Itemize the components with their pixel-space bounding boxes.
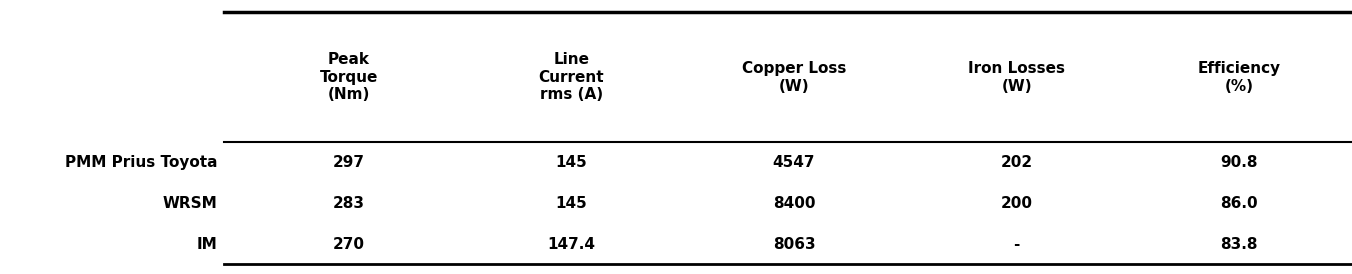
Text: 83.8: 83.8 bbox=[1221, 237, 1259, 252]
Text: 147.4: 147.4 bbox=[548, 237, 595, 252]
Text: 86.0: 86.0 bbox=[1221, 196, 1259, 211]
Text: WRSM: WRSM bbox=[162, 196, 218, 211]
Text: 283: 283 bbox=[333, 196, 365, 211]
Text: 8063: 8063 bbox=[773, 237, 815, 252]
Text: Peak
Torque
(Nm): Peak Torque (Nm) bbox=[319, 52, 379, 102]
Text: 145: 145 bbox=[556, 155, 587, 170]
Text: Copper Loss
(W): Copper Loss (W) bbox=[742, 61, 846, 93]
Text: Line
Current
rms (A): Line Current rms (A) bbox=[538, 52, 604, 102]
Text: 297: 297 bbox=[333, 155, 365, 170]
Text: -: - bbox=[1014, 237, 1019, 252]
Text: PMM Prius Toyota: PMM Prius Toyota bbox=[65, 155, 218, 170]
Text: 4547: 4547 bbox=[773, 155, 815, 170]
Text: 145: 145 bbox=[556, 196, 587, 211]
Text: 270: 270 bbox=[333, 237, 365, 252]
Text: Iron Losses
(W): Iron Losses (W) bbox=[968, 61, 1065, 93]
Text: 90.8: 90.8 bbox=[1221, 155, 1259, 170]
Text: IM: IM bbox=[196, 237, 218, 252]
Text: 200: 200 bbox=[1000, 196, 1033, 211]
Text: 8400: 8400 bbox=[773, 196, 815, 211]
Text: 202: 202 bbox=[1000, 155, 1033, 170]
Text: Efficiency
(%): Efficiency (%) bbox=[1198, 61, 1280, 93]
